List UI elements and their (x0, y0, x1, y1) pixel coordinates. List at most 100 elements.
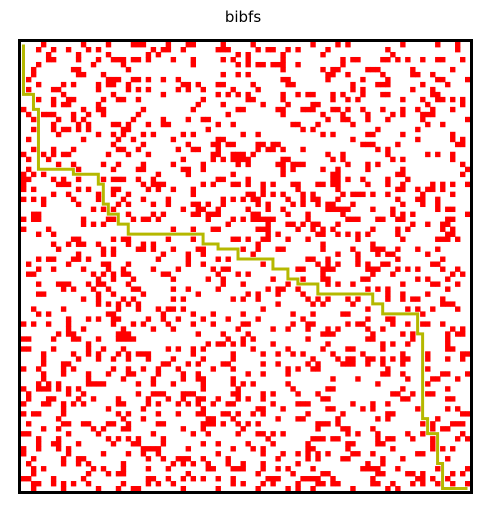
obstacle-cell (405, 226, 411, 232)
obstacle-cell (390, 271, 396, 277)
obstacle-cell (115, 186, 122, 193)
obstacle-cell (375, 66, 381, 73)
obstacle-cell (460, 171, 466, 178)
obstacle-cell (430, 261, 436, 267)
obstacle-cell (65, 281, 72, 287)
obstacle-cell (220, 46, 226, 53)
obstacle-cell (415, 276, 421, 282)
obstacle-cell (245, 421, 251, 427)
obstacle-cell (445, 221, 451, 227)
obstacle-cell (340, 211, 346, 218)
obstacle-cell (200, 441, 206, 447)
obstacle-cell (115, 201, 122, 208)
obstacle-cell (110, 251, 117, 257)
obstacle-cell (260, 186, 266, 193)
obstacle-cell (230, 196, 236, 203)
obstacle-cell (220, 361, 226, 367)
obstacle-cell (30, 71, 37, 78)
obstacle-cell (290, 121, 296, 128)
obstacle-cell (110, 441, 117, 447)
obstacle-cell (415, 406, 421, 412)
obstacle-cell (130, 136, 137, 143)
obstacle-cell (335, 66, 341, 73)
obstacle-cell (310, 301, 316, 307)
obstacle-cell (255, 316, 261, 322)
obstacle-cell (230, 381, 236, 387)
obstacle-cell (465, 211, 471, 218)
obstacle-cell (170, 276, 177, 282)
obstacle-cell (325, 326, 331, 332)
obstacle-cell (195, 101, 201, 108)
obstacle-cell (270, 61, 276, 68)
obstacle-cell (260, 216, 266, 222)
obstacle-cell (390, 321, 396, 327)
obstacle-cell (275, 286, 281, 292)
obstacle-cell (80, 456, 87, 462)
obstacle-cell (355, 321, 361, 327)
obstacle-cell (460, 141, 466, 148)
obstacle-cell (55, 381, 62, 387)
obstacle-cell (450, 301, 456, 307)
obstacle-cell (390, 51, 396, 58)
obstacle-cell (210, 156, 216, 163)
obstacle-cell (110, 76, 117, 83)
obstacle-cell (85, 46, 92, 53)
obstacle-cell (21, 476, 27, 482)
obstacle-cell (225, 401, 231, 407)
obstacle-cell (260, 236, 266, 242)
obstacle-cell (65, 331, 72, 337)
obstacle-cell (150, 201, 157, 208)
obstacle-cell (100, 451, 107, 457)
obstacle-cell (335, 42, 341, 48)
obstacle-cell (220, 156, 226, 163)
obstacle-cell (100, 346, 107, 352)
obstacle-cell (65, 46, 72, 53)
obstacle-cell (80, 326, 87, 332)
obstacle-cell (21, 431, 27, 437)
obstacle-cell (220, 331, 226, 337)
obstacle-cell (260, 391, 266, 397)
obstacle-cell (40, 151, 47, 158)
obstacle-cell (75, 456, 82, 462)
obstacle-cell (210, 151, 216, 158)
obstacle-cell (325, 471, 331, 477)
obstacle-cell (370, 406, 376, 412)
obstacle-cell (430, 441, 436, 447)
obstacle-cell (135, 76, 142, 83)
obstacle-cell (370, 191, 376, 198)
obstacle-cell (295, 61, 301, 68)
obstacle-cell (325, 151, 331, 158)
obstacle-cell (345, 161, 351, 168)
obstacle-cell (120, 331, 127, 337)
obstacle-cell (250, 346, 256, 352)
obstacle-cell (165, 46, 172, 53)
obstacle-cell (35, 211, 42, 218)
obstacle-cell (170, 461, 177, 467)
obstacle-cell (305, 361, 311, 367)
obstacle-cell (75, 66, 82, 73)
obstacle-cell (360, 191, 366, 198)
obstacle-cell (220, 56, 226, 63)
obstacle-cell (410, 296, 416, 302)
obstacle-cell (380, 91, 386, 98)
obstacle-cell (200, 316, 206, 322)
obstacle-cell (21, 401, 27, 407)
obstacle-cell (235, 156, 241, 163)
obstacle-cell (405, 56, 411, 63)
obstacle-cell (455, 331, 461, 337)
obstacle-cell (50, 121, 57, 128)
obstacle-cell (280, 66, 286, 73)
obstacle-cell (150, 131, 157, 138)
obstacle-cell (310, 91, 316, 98)
obstacle-cell (325, 261, 331, 267)
obstacle-cell (190, 42, 197, 48)
obstacle-cell (290, 161, 296, 168)
obstacle-cell (260, 411, 266, 417)
obstacle-cell (205, 416, 211, 422)
obstacle-cell (410, 221, 416, 227)
obstacle-cell (210, 416, 216, 422)
obstacle-cell (390, 391, 396, 397)
obstacle-cell (235, 466, 241, 472)
obstacle-cell (425, 221, 431, 227)
obstacle-cell (125, 331, 132, 337)
